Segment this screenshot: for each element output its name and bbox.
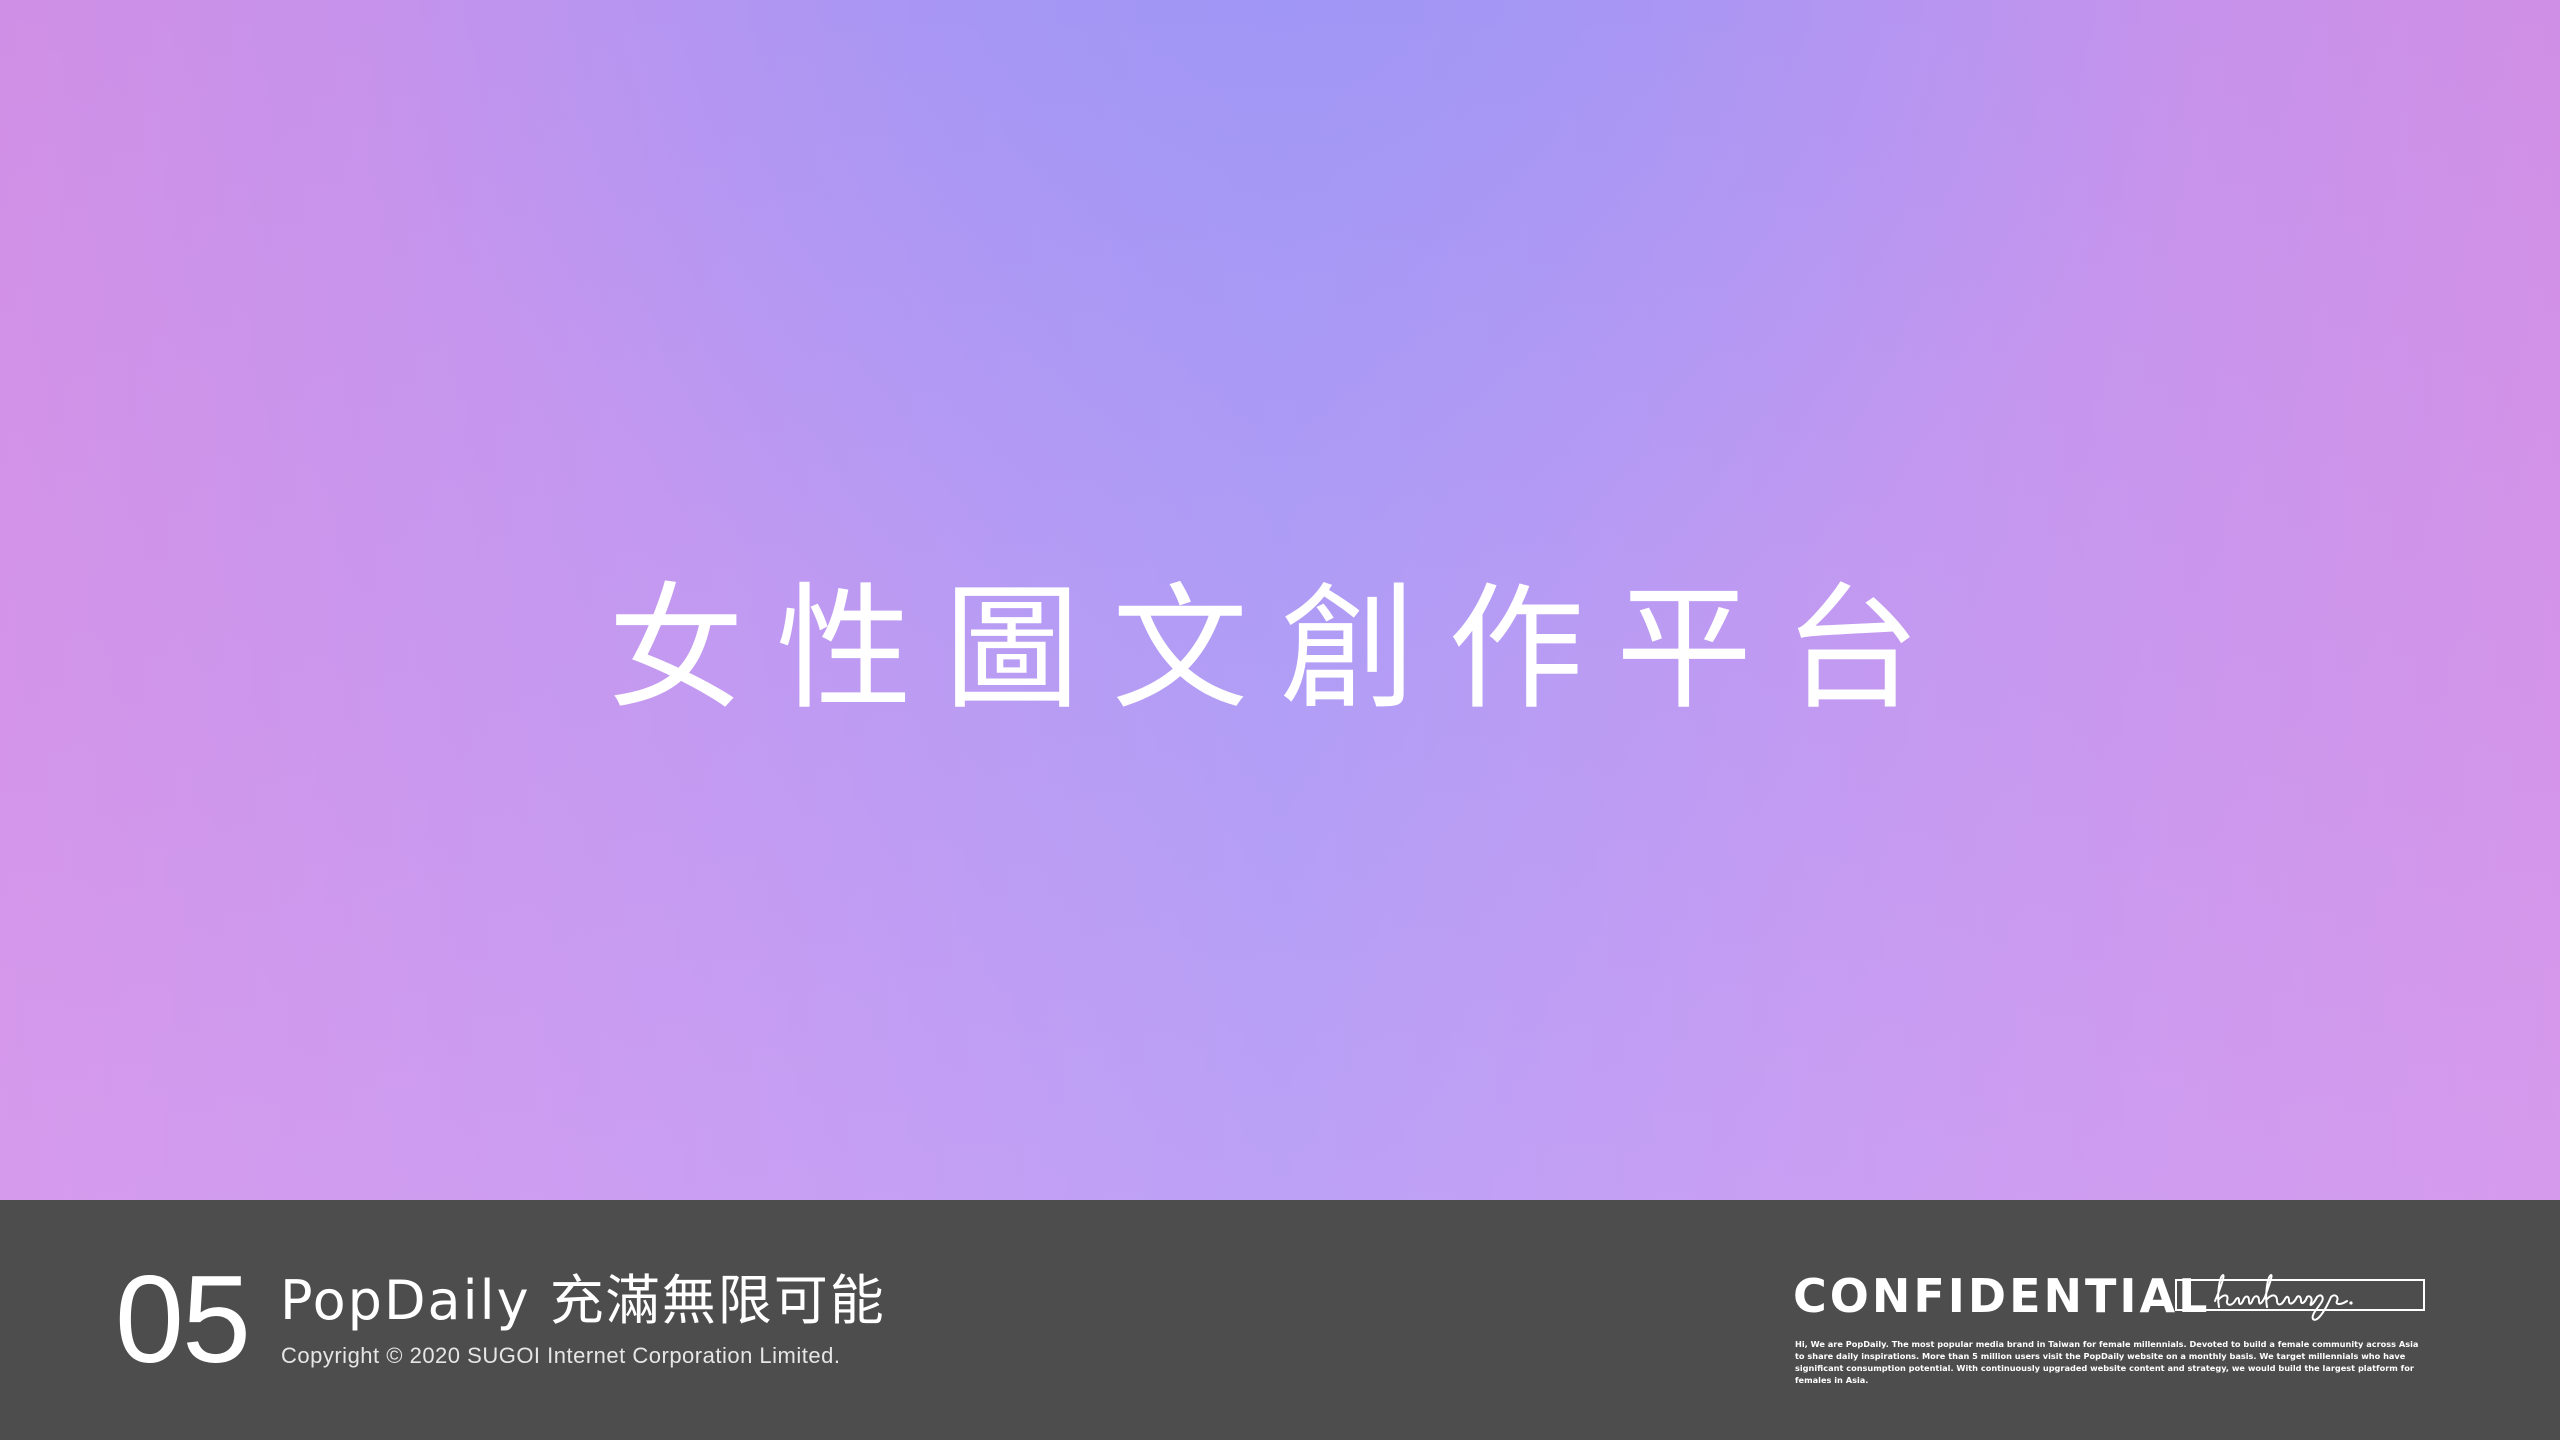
page-number: 05 [115,1251,251,1389]
copyright-text: Copyright © 2020 SUGOI Internet Corporat… [281,1343,841,1368]
footer-bar [0,1200,2560,1440]
hero-banner: 女性圖文創作平台 [0,0,2560,1200]
confidential-blurb: Hi, We are PopDaily. The most popular me… [1795,1339,2419,1385]
signature-box [2175,1274,2425,1321]
hero-title: 女性圖文創作平台 [608,571,1952,729]
footer-title: PopDaily 充滿無限可能 [280,1269,886,1332]
signature-icon [2214,1274,2353,1321]
confidential-label: CONFIDENTIAL [1793,1269,2211,1323]
